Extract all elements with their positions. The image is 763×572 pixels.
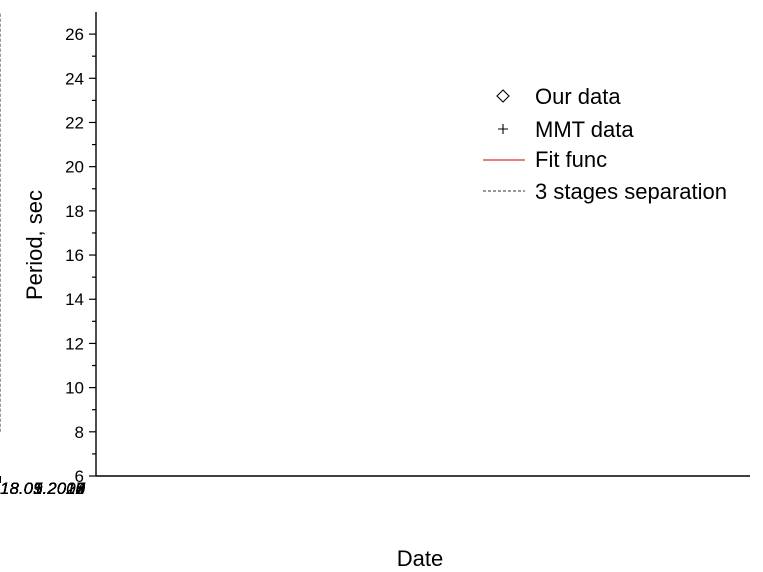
y-tick-label: 14 [65,290,84,309]
x-tick-label: 18.01.2016 [0,479,86,498]
y-axis-ticks: 6 8 10 12 14 16 18 20 22 24 26 [65,25,96,486]
x-tick-label: 18.01.2008 [0,479,86,498]
x-axis-ticks: 18.01.200818.05.200918.09.201018.01.2012… [0,476,86,498]
legend-label-fit-func: Fit func [535,147,607,172]
x-tick-label: 18.01.2020 [0,479,86,498]
legend-label-stage-separation: 3 stages separation [535,179,727,204]
x-tick-label: 18.05.20 [0,479,67,498]
x-tick-label: 18.09.2018 [0,479,86,498]
legend-marker-our-data [496,89,510,103]
y-axis-title: Period, sec [22,190,47,300]
x-tick-label: 18.01.2012 [0,479,86,498]
y-tick-label: 16 [65,246,84,265]
x-tick-label: 18.05.2013 [0,479,86,498]
y-tick-label: 26 [65,25,84,44]
legend-label-mmt-data: MMT data [535,117,634,142]
legend-label-our-data: Our data [535,84,621,109]
legend-marker-mmt-data [498,124,508,134]
y-tick-label: 18 [65,202,84,221]
y-tick-label: 24 [65,69,84,88]
y-tick-label: 10 [65,379,84,398]
y-tick-label: 22 [65,113,84,132]
x-tick-label: 18.09.2014 [0,479,85,498]
legend: Our data MMT data Fit func 3 stages sepa… [483,84,727,204]
y-tick-label: 20 [65,158,84,177]
y-tick-label: 8 [75,423,84,442]
y-tick-label: 12 [65,334,84,353]
x-tick-label: 18.05.2017 [0,479,86,498]
x-tick-label: 18.05.2009 [0,479,86,498]
x-axis-title: Date [397,546,443,571]
y-tick-label: 6 [75,467,84,486]
x-tick-label: 18.09.2010 [0,479,86,498]
